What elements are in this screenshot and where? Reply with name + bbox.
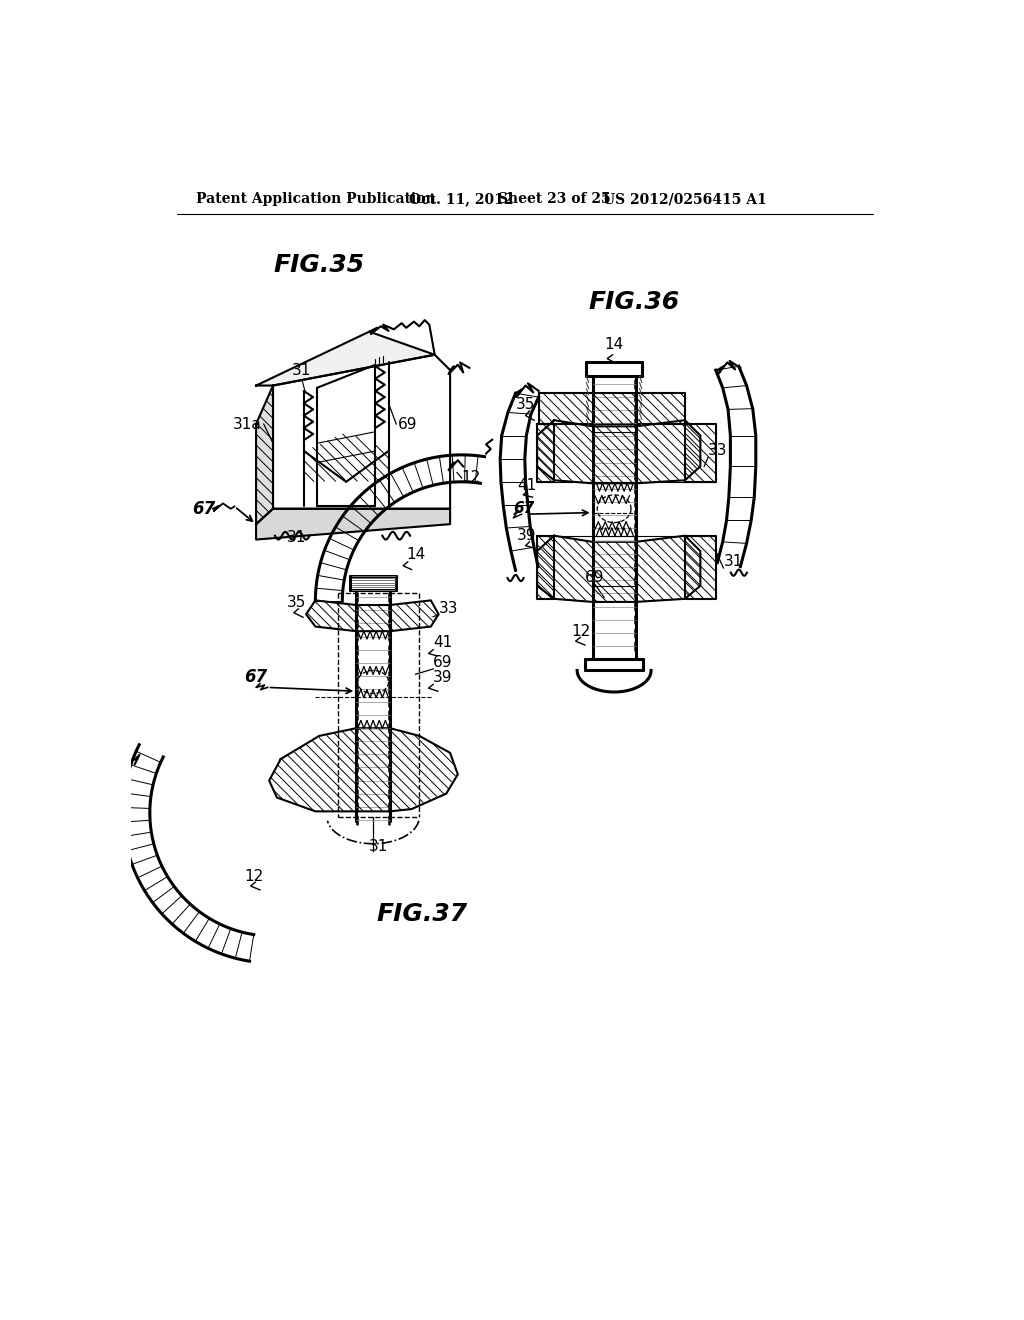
Text: 41: 41 <box>517 478 537 492</box>
Polygon shape <box>273 355 451 508</box>
Polygon shape <box>256 508 451 540</box>
Text: 67: 67 <box>513 500 535 516</box>
Text: 39: 39 <box>517 528 537 543</box>
Polygon shape <box>269 729 458 812</box>
Text: 14: 14 <box>604 338 624 352</box>
Text: 67: 67 <box>193 500 215 517</box>
Text: Oct. 11, 2012: Oct. 11, 2012 <box>410 193 514 206</box>
Polygon shape <box>538 536 700 602</box>
Text: 12: 12 <box>462 470 481 486</box>
Polygon shape <box>685 536 716 599</box>
Text: 69: 69 <box>433 655 453 669</box>
Text: 31: 31 <box>287 529 306 545</box>
Polygon shape <box>538 424 554 482</box>
Text: US 2012/0256415 A1: US 2012/0256415 A1 <box>603 193 767 206</box>
Text: Patent Application Publication: Patent Application Publication <box>196 193 435 206</box>
Text: 69: 69 <box>398 417 418 432</box>
Polygon shape <box>538 420 700 483</box>
Polygon shape <box>538 536 554 599</box>
Text: 14: 14 <box>407 546 425 562</box>
Text: 39: 39 <box>433 671 453 685</box>
Text: 35: 35 <box>287 594 306 610</box>
Text: 69: 69 <box>585 570 604 585</box>
Polygon shape <box>539 393 685 424</box>
Polygon shape <box>256 331 435 385</box>
Polygon shape <box>685 424 716 482</box>
Text: 41: 41 <box>433 635 453 651</box>
Text: 31a: 31a <box>233 417 262 432</box>
Text: FIG.36: FIG.36 <box>589 289 680 314</box>
Text: 31: 31 <box>292 363 311 378</box>
Text: 31: 31 <box>370 840 389 854</box>
Text: Sheet 23 of 25: Sheet 23 of 25 <box>498 193 610 206</box>
Text: 12: 12 <box>245 869 264 883</box>
Text: 33: 33 <box>438 601 458 615</box>
Text: 35: 35 <box>515 396 535 412</box>
Text: 31: 31 <box>724 554 742 569</box>
Text: 12: 12 <box>571 624 590 639</box>
Text: FIG.35: FIG.35 <box>273 253 365 277</box>
Polygon shape <box>256 385 273 524</box>
Text: 67: 67 <box>245 668 267 686</box>
Polygon shape <box>306 601 438 631</box>
Text: FIG.37: FIG.37 <box>377 902 468 925</box>
Text: 33: 33 <box>708 442 728 458</box>
